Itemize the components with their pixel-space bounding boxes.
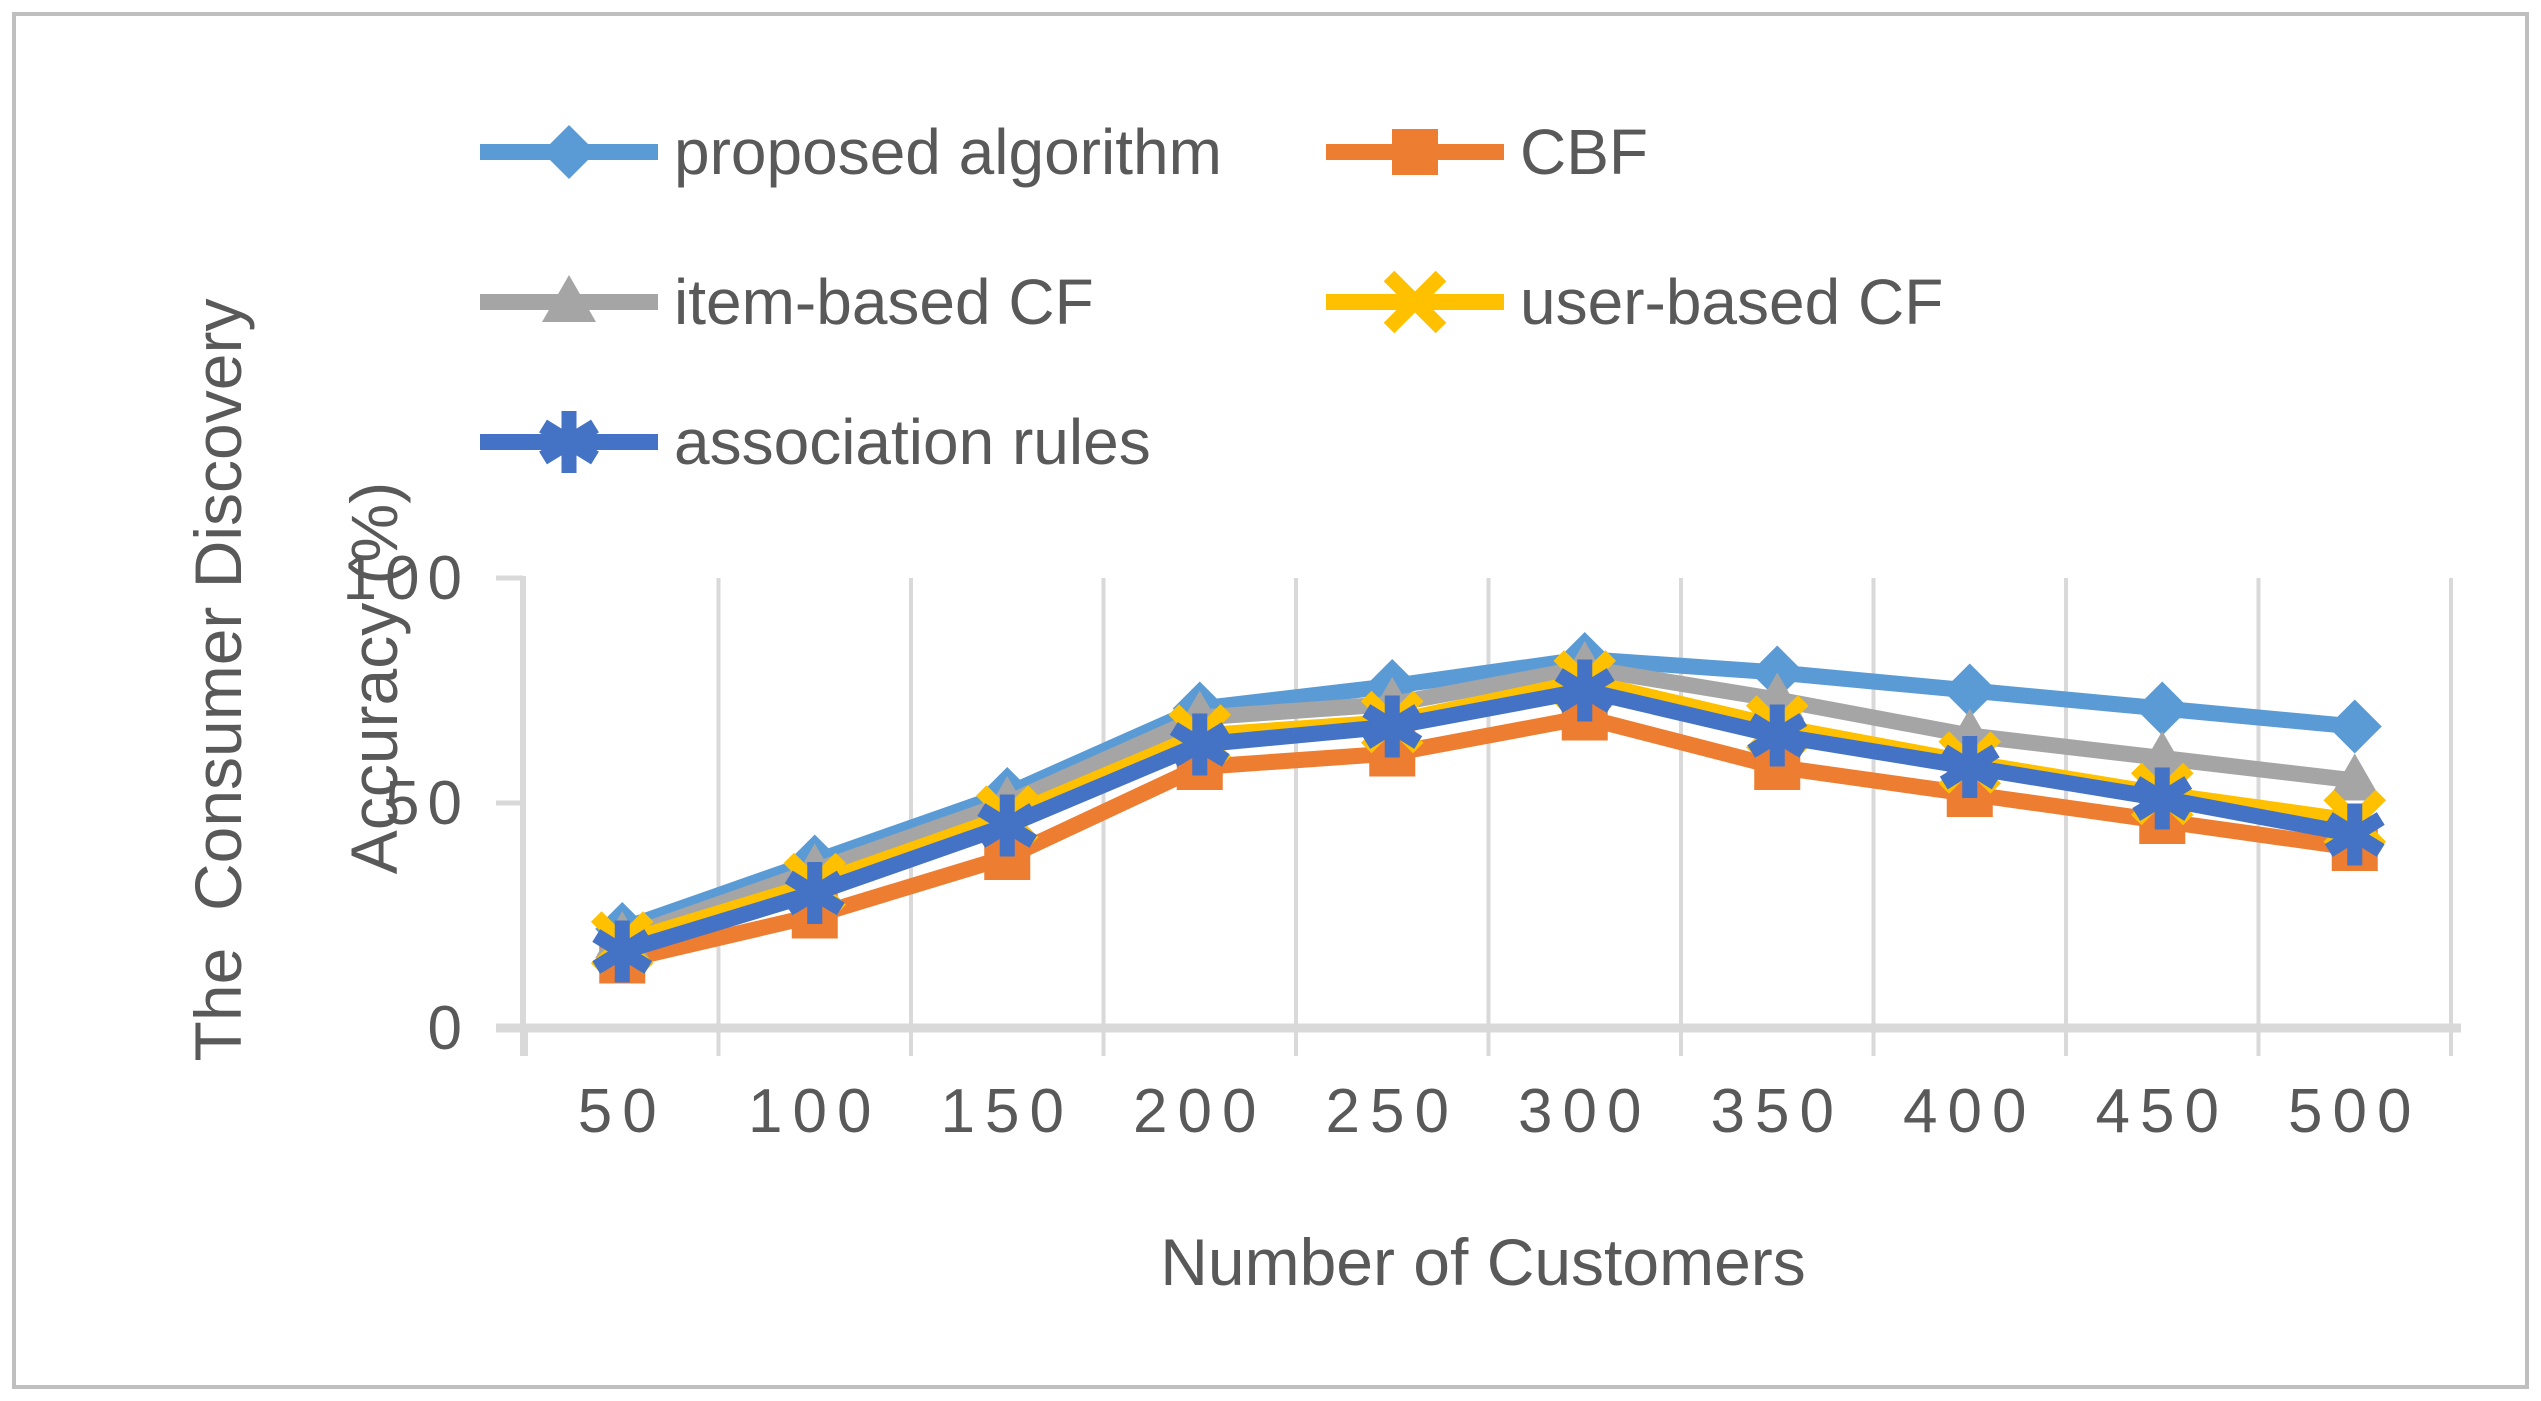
- x-tick-label: 500: [2288, 1077, 2421, 1146]
- x-tick-label: 200: [1133, 1077, 1266, 1146]
- diamond-marker: [1942, 663, 1997, 718]
- y-tick-label: 0: [428, 994, 470, 1063]
- legend-label: association rules: [674, 406, 1151, 478]
- asterisk-marker: [2132, 767, 2193, 830]
- legend-label: proposed algorithm: [674, 116, 1222, 188]
- x-tick-label: 450: [2096, 1077, 2229, 1146]
- triangle-marker: [2327, 753, 2382, 801]
- x-arm: [1383, 270, 1447, 334]
- square-shape: [1392, 129, 1438, 175]
- y-axis-title-line1: The Consumer Discovery: [181, 298, 255, 1062]
- triangle-shape: [2135, 731, 2190, 778]
- asterisk-marker: [784, 862, 845, 924]
- legend-label: CBF: [1520, 116, 1648, 188]
- square-marker: [1392, 129, 1438, 175]
- asterisk-marker: [1747, 704, 1808, 767]
- asterisk-marker: [2324, 803, 2385, 866]
- x-tick-label: 400: [1903, 1077, 2036, 1146]
- asterisk-marker: [539, 411, 599, 473]
- x-tick-label: 50: [578, 1077, 667, 1146]
- asterisk-arm: [592, 929, 653, 974]
- asterisk-arm: [1362, 704, 1423, 749]
- x-tick-label: 100: [748, 1077, 881, 1146]
- asterisk-arm: [1554, 668, 1615, 713]
- x-tick-label: 300: [1518, 1077, 1651, 1146]
- triangle-marker: [542, 275, 596, 322]
- legend-item-user-based-CF: user-based CF: [1326, 266, 1943, 338]
- asterisk-arm: [784, 870, 845, 916]
- diamond-shape: [2135, 681, 2190, 736]
- asterisk-marker: [1362, 695, 1423, 758]
- diamond-shape: [542, 125, 596, 179]
- x-axis-title: Number of Customers: [1160, 1225, 1806, 1299]
- asterisk-arm: [2324, 812, 2385, 857]
- legend-item-association-rules: association rules: [480, 406, 1151, 478]
- asterisk-marker: [1554, 659, 1615, 722]
- diamond-marker: [2135, 681, 2190, 736]
- legend-item-proposed-algorithm: proposed algorithm: [480, 116, 1222, 188]
- triangle-shape: [542, 275, 596, 322]
- legend-label: item-based CF: [674, 266, 1094, 338]
- x-tick-label: 350: [1711, 1077, 1844, 1146]
- x-tick-label: 150: [941, 1077, 1074, 1146]
- x-tick-label: 250: [1326, 1077, 1459, 1146]
- asterisk-arm: [2132, 776, 2193, 821]
- asterisk-arm: [539, 419, 599, 465]
- diamond-marker: [2327, 699, 2382, 754]
- asterisk-arm: [977, 803, 1038, 848]
- x-marker: [1383, 270, 1447, 334]
- asterisk-arm: [1939, 744, 2000, 790]
- y-tick-label: 100: [343, 544, 470, 613]
- series-line: [619, 682, 2357, 960]
- asterisk-arm: [1169, 722, 1230, 767]
- diamond-marker: [542, 125, 596, 179]
- asterisk-arm: [1747, 713, 1808, 758]
- triangle-marker: [2135, 731, 2190, 778]
- asterisk-marker: [1939, 736, 2000, 798]
- series-line: [619, 650, 2356, 937]
- diamond-shape: [2327, 699, 2382, 754]
- asterisk-marker: [1169, 713, 1230, 776]
- series-line: [619, 659, 2356, 946]
- triangle-shape: [2327, 753, 2382, 801]
- legend-item-CBF: CBF: [1326, 116, 1648, 188]
- legend-label: user-based CF: [1520, 266, 1943, 338]
- figure-border: [12, 12, 2529, 1389]
- asterisk-marker: [977, 794, 1038, 857]
- asterisk-marker: [592, 920, 653, 983]
- diamond-shape: [1942, 663, 1997, 718]
- y-tick-label: 50: [385, 769, 470, 838]
- series-line: [620, 709, 2356, 969]
- y-axis-title-line2: Accuracy (%): [337, 481, 411, 875]
- series-association-rules: [592, 659, 2385, 983]
- legend-item-item-based-CF: item-based CF: [480, 266, 1094, 338]
